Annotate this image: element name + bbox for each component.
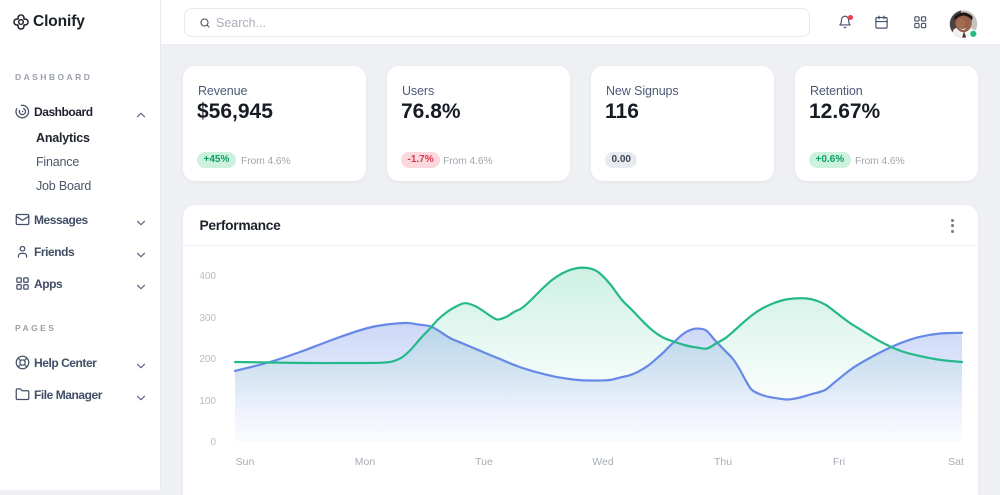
svg-text:200: 200: [199, 354, 216, 365]
svg-text:Sun: Sun: [236, 456, 255, 468]
svg-text:Tue: Tue: [475, 456, 493, 468]
svg-text:Fri: Fri: [833, 456, 845, 468]
svg-text:100: 100: [199, 396, 216, 407]
svg-text:Sat: Sat: [948, 456, 964, 468]
svg-text:Thu: Thu: [714, 456, 732, 468]
svg-text:Mon: Mon: [355, 456, 376, 468]
svg-text:400: 400: [199, 271, 216, 282]
svg-text:300: 300: [199, 313, 216, 324]
svg-text:Wed: Wed: [592, 456, 614, 468]
svg-text:0: 0: [210, 437, 216, 448]
